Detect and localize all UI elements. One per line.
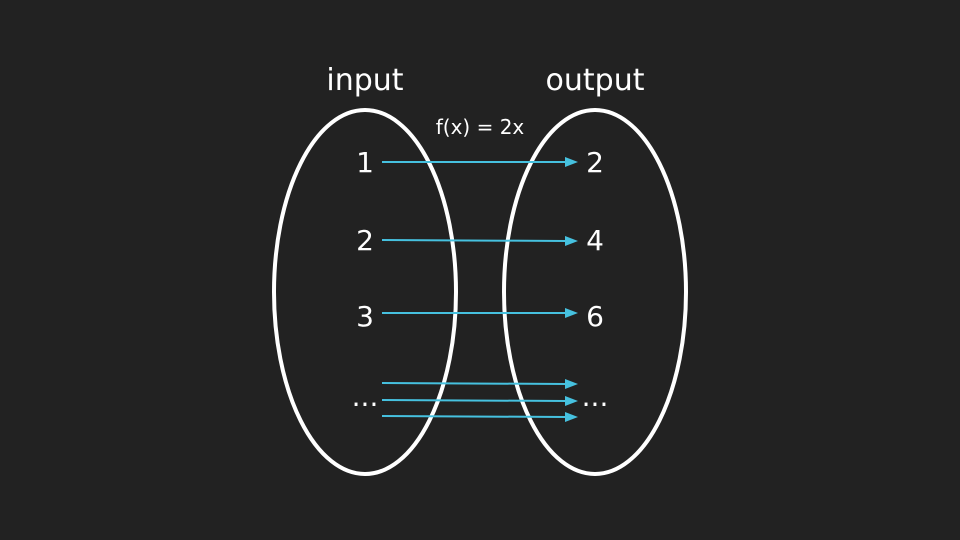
mapping-arrow-3 bbox=[382, 308, 578, 318]
mapping-arrow-5 bbox=[381, 396, 578, 406]
input-value-3: 3 bbox=[356, 300, 374, 333]
output-heading: output bbox=[546, 63, 645, 98]
output-value-4: 4 bbox=[586, 224, 604, 257]
input-heading: input bbox=[326, 63, 403, 98]
output-value-ellipsis: ... bbox=[582, 380, 609, 413]
input-value-ellipsis: ... bbox=[352, 380, 379, 413]
mapping-arrow-4 bbox=[381, 379, 578, 389]
mapping-arrow-1 bbox=[382, 157, 578, 167]
input-value-2: 2 bbox=[356, 224, 374, 257]
output-value-2: 2 bbox=[586, 146, 604, 179]
input-value-1: 1 bbox=[356, 146, 374, 179]
input-set-oval bbox=[272, 108, 458, 476]
mapping-arrow-2 bbox=[381, 236, 578, 246]
output-set-oval bbox=[502, 108, 688, 476]
output-value-6: 6 bbox=[586, 300, 604, 333]
mapping-arrow-6 bbox=[381, 412, 578, 422]
function-label: f(x) = 2x bbox=[436, 115, 525, 139]
